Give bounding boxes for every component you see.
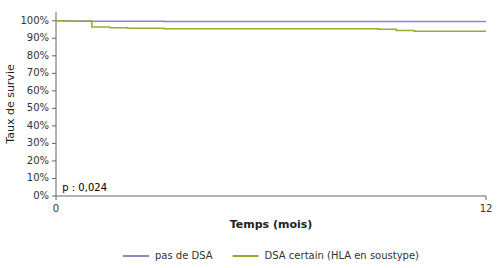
y-tick [52, 196, 56, 197]
legend-item: DSA certain (HLA en soustype) [233, 250, 419, 261]
y-tick [52, 73, 56, 74]
x-tick [486, 196, 487, 200]
legend-label: DSA certain (HLA en soustype) [265, 250, 419, 261]
y-tick [52, 178, 56, 179]
y-tick [52, 143, 56, 144]
legend-label: pas de DSA [155, 250, 213, 261]
y-tick-label: 100% [20, 15, 49, 26]
x-tick-label: 0 [53, 203, 59, 214]
legend-item: pas de DSA [123, 250, 213, 261]
y-tick [52, 20, 56, 21]
y-tick [52, 125, 56, 126]
legend-swatch [233, 255, 259, 257]
y-tick-label: 40% [27, 120, 49, 131]
y-axis-line [56, 12, 57, 196]
x-axis-label: Temps (mois) [230, 218, 313, 231]
x-tick [56, 196, 57, 200]
survival-line [56, 21, 486, 32]
y-tick-label: 20% [27, 155, 49, 166]
y-tick [52, 160, 56, 161]
y-tick [52, 90, 56, 91]
y-tick [52, 108, 56, 109]
chart: 0% 10% 20% 30% 40% 50% 60% 70% 80% 90% 100% 0 12 Temp… [0, 0, 500, 268]
y-tick-label: 50% [27, 102, 49, 113]
y-tick-label: 90% [27, 32, 49, 43]
plot-area [56, 21, 486, 32]
y-tick-label: 30% [27, 137, 49, 148]
y-tick-label: 0% [33, 190, 49, 201]
annotation: p : 0,024 [62, 182, 107, 193]
y-tick-label: 60% [27, 85, 49, 96]
legend-swatch [123, 255, 149, 257]
x-axis-line [56, 196, 486, 197]
y-tick-label: 70% [27, 67, 49, 78]
background [0, 0, 500, 268]
y-tick [52, 38, 56, 39]
x-tick-label: 12 [480, 203, 493, 214]
survival-line [56, 20, 486, 22]
legend: pas de DSA DSA certain (HLA en soustype) [123, 250, 419, 261]
y-tick [52, 55, 56, 56]
y-tick-label: 80% [27, 50, 49, 61]
y-tick-label: 10% [27, 172, 49, 183]
y-axis-label: Taux de survie [4, 64, 17, 145]
